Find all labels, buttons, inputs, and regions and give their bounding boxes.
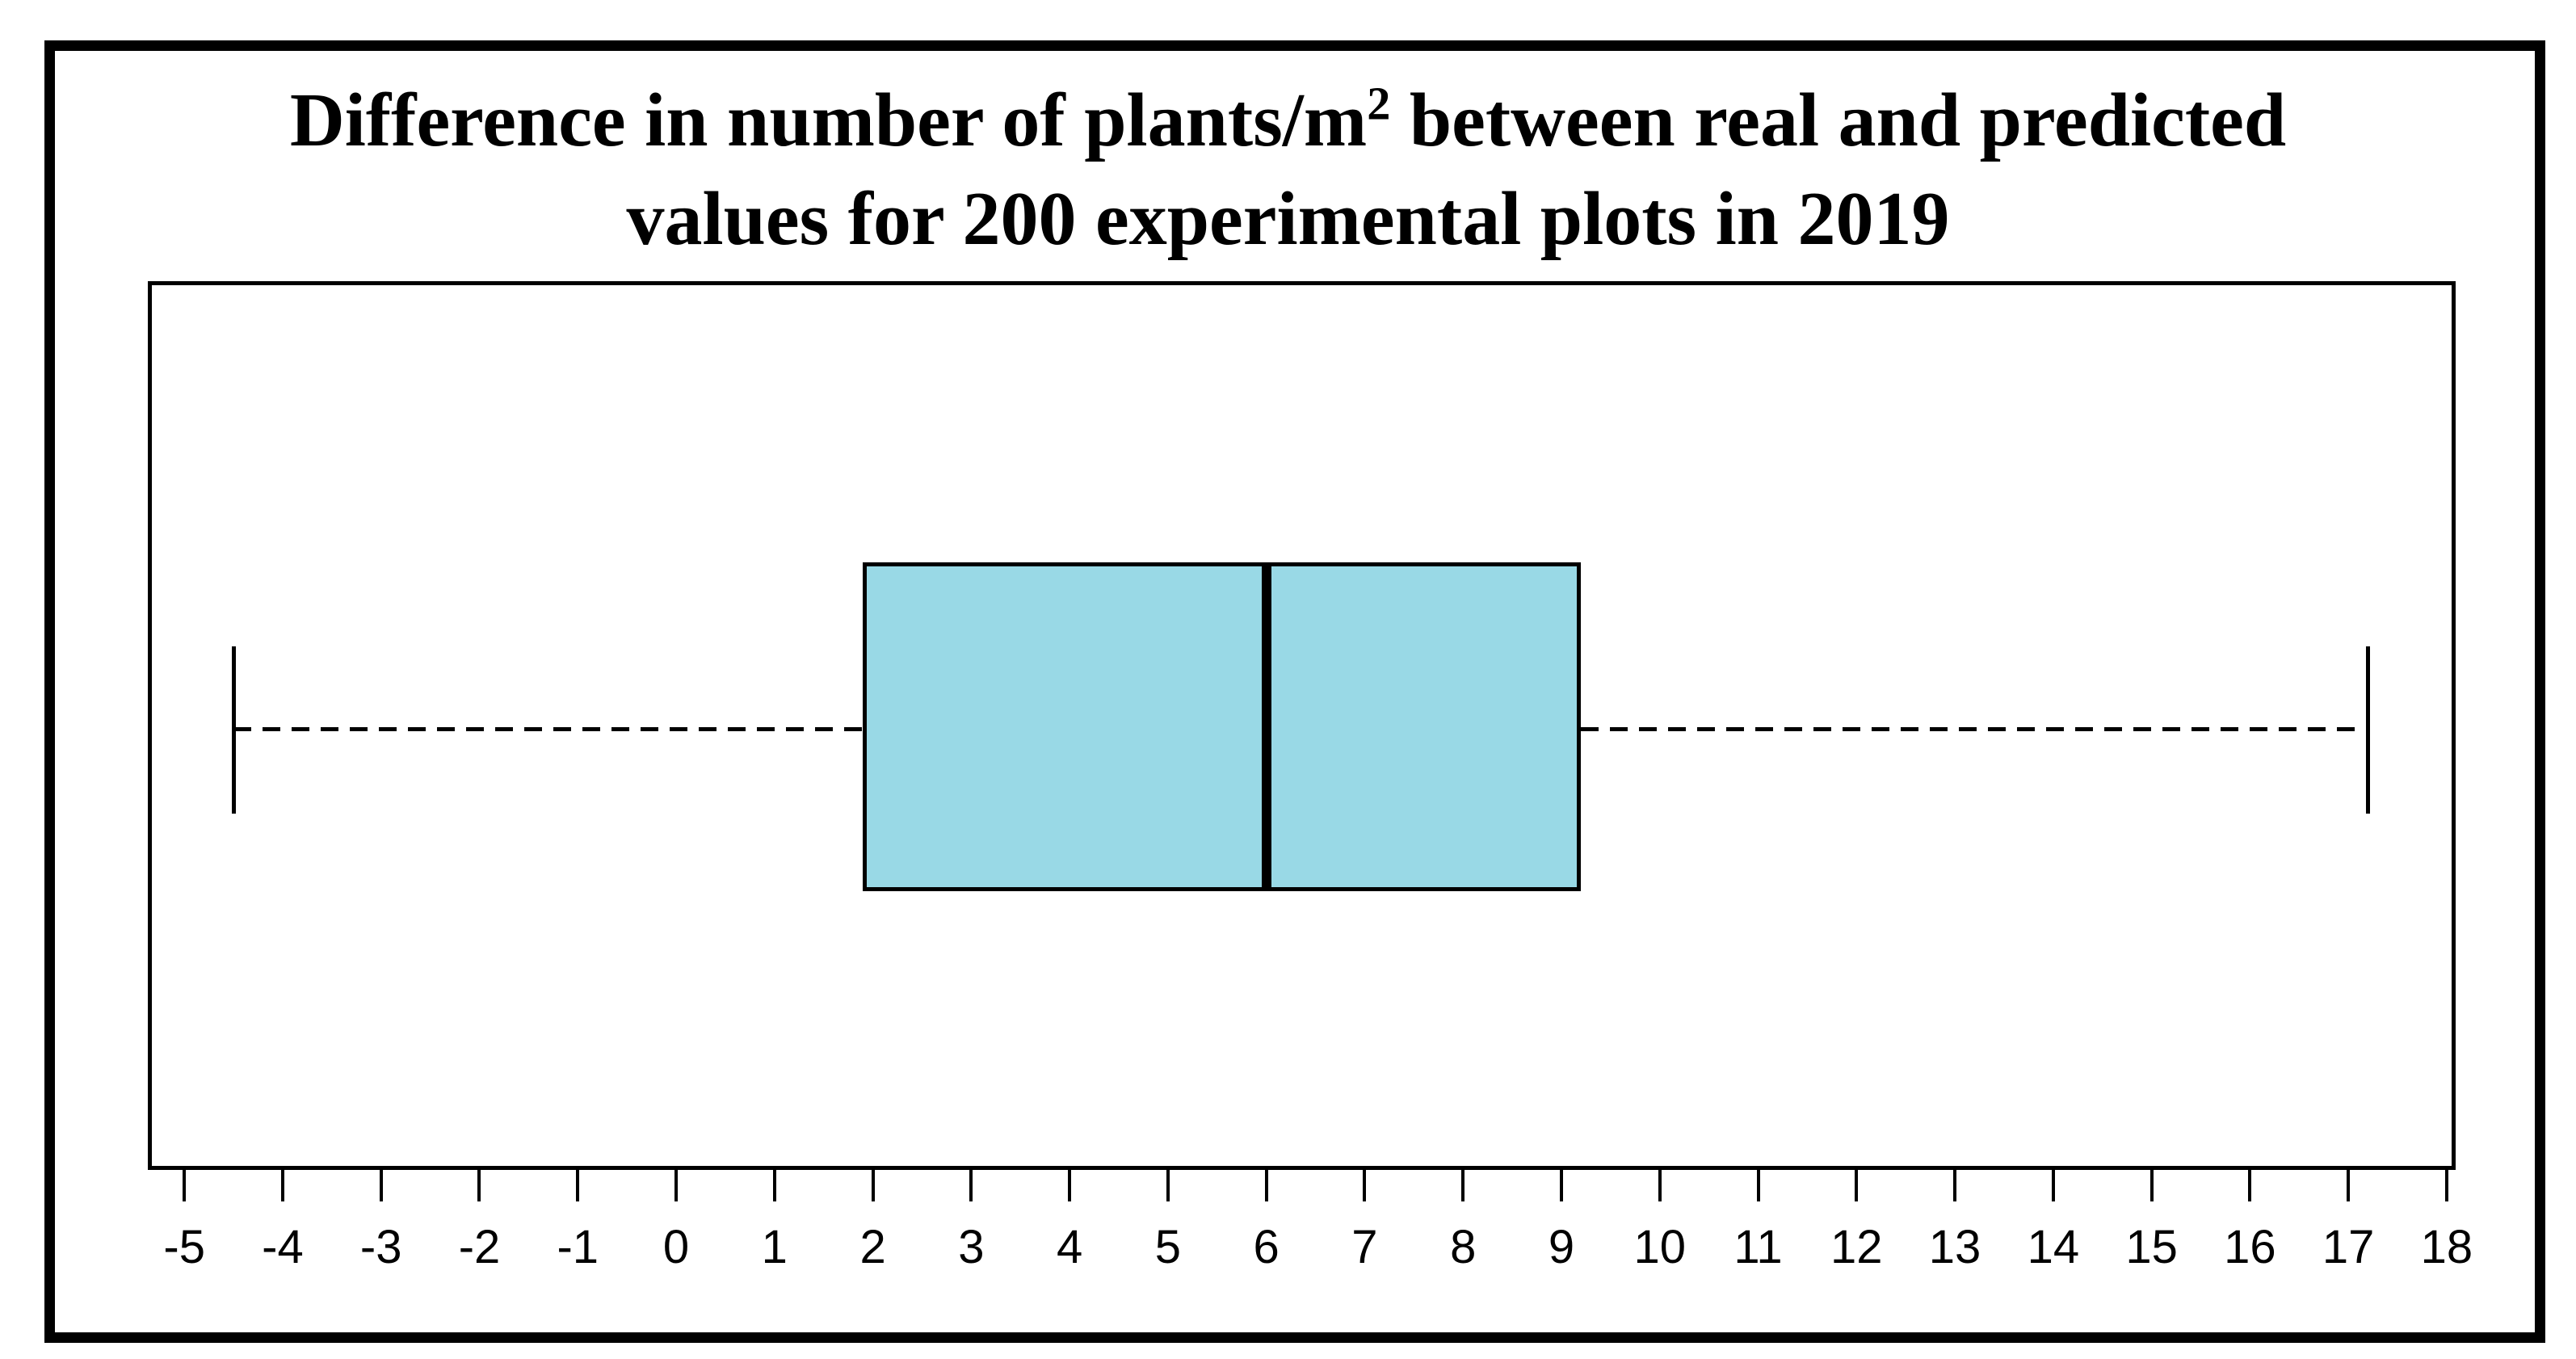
x-axis-tick bbox=[2248, 1166, 2252, 1201]
x-axis-tick-label: 8 bbox=[1450, 1221, 1477, 1273]
x-axis-tick bbox=[1363, 1166, 1367, 1201]
x-axis-tick bbox=[1166, 1166, 1170, 1201]
x-axis-tick-label: -1 bbox=[557, 1221, 599, 1273]
x-axis-tick bbox=[1559, 1166, 1563, 1201]
x-axis-tick-label: 12 bbox=[1830, 1221, 1883, 1273]
chart-title-superscript: 2 bbox=[1367, 77, 1391, 130]
x-axis-tick-label: 2 bbox=[859, 1221, 886, 1273]
whisker-line-left bbox=[233, 727, 864, 732]
x-axis-tick bbox=[1658, 1166, 1662, 1201]
x-axis-tick bbox=[2149, 1166, 2154, 1201]
x-axis-tick-label: 4 bbox=[1056, 1221, 1083, 1273]
median-line bbox=[1261, 562, 1271, 891]
x-axis-tick-label: -3 bbox=[359, 1221, 402, 1273]
x-axis-tick bbox=[183, 1166, 187, 1201]
x-axis-tick-label: -4 bbox=[262, 1221, 304, 1273]
x-axis-tick bbox=[1461, 1166, 1465, 1201]
x-axis-tick-label: 1 bbox=[761, 1221, 788, 1273]
x-axis-tick-label: 14 bbox=[2027, 1221, 2080, 1273]
x-axis-tick bbox=[2347, 1166, 2351, 1201]
x-axis-tick bbox=[477, 1166, 481, 1201]
x-axis-tick-label: 13 bbox=[1928, 1221, 1981, 1273]
x-axis-tick-label: 3 bbox=[958, 1221, 985, 1273]
x-axis-tick-label: 17 bbox=[2322, 1221, 2375, 1273]
chart-title: Difference in number of plants/m2 betwee… bbox=[0, 71, 2576, 268]
plot-area: -5 -4 -3 -2 -1 0 1 2 3 4 5 6 7 8 9 10 11 12 13 14 15 16 17 18 bbox=[148, 281, 2473, 1271]
x-axis-tick bbox=[2444, 1166, 2448, 1201]
whisker-line-right bbox=[1581, 727, 2368, 732]
x-axis-tick-label: 6 bbox=[1253, 1221, 1280, 1273]
chart-title-line2: values for 200 experimental plots in 201… bbox=[626, 177, 1950, 261]
x-axis-tick bbox=[1264, 1166, 1268, 1201]
x-axis-tick bbox=[2051, 1166, 2055, 1201]
chart-title-line1-text: Difference in number of plants/m bbox=[289, 78, 1368, 162]
whisker-cap-high bbox=[2366, 646, 2371, 814]
x-axis-tick bbox=[280, 1166, 284, 1201]
chart-title-line1-rest: between real and predicted bbox=[1390, 78, 2287, 162]
x-axis-tick bbox=[1953, 1166, 1957, 1201]
x-axis-tick-label: 9 bbox=[1548, 1221, 1575, 1273]
x-axis-tick-label: 5 bbox=[1154, 1221, 1182, 1273]
x-axis-tick bbox=[1068, 1166, 1072, 1201]
x-axis-tick bbox=[1756, 1166, 1760, 1201]
whisker-cap-low bbox=[232, 646, 237, 814]
x-axis: -5 -4 -3 -2 -1 0 1 2 3 4 5 6 7 8 9 10 11 12 13 14 15 16 17 18 bbox=[152, 285, 2473, 1271]
x-axis-tick-label: 16 bbox=[2224, 1221, 2276, 1273]
x-axis-tick bbox=[576, 1166, 580, 1201]
x-axis-tick-label: 15 bbox=[2125, 1221, 2178, 1273]
x-axis-tick bbox=[871, 1166, 875, 1201]
chart-title-line1: Difference in number of plants/m2 betwee… bbox=[0, 71, 2576, 170]
x-axis-tick-label: 0 bbox=[662, 1221, 690, 1273]
x-axis-tick-label: -2 bbox=[458, 1221, 501, 1273]
iqr-box bbox=[863, 562, 1582, 891]
x-axis-tick-label: 11 bbox=[1733, 1221, 1783, 1273]
x-axis-tick bbox=[379, 1166, 383, 1201]
x-axis-tick bbox=[772, 1166, 776, 1201]
x-axis-tick-label: 10 bbox=[1633, 1221, 1686, 1273]
x-axis-tick-label: 18 bbox=[2420, 1221, 2473, 1273]
x-axis-tick-label: 7 bbox=[1351, 1221, 1378, 1273]
x-axis-tick bbox=[674, 1166, 679, 1201]
boxplot-layer bbox=[152, 285, 2452, 1166]
x-axis-tick bbox=[969, 1166, 973, 1201]
x-axis-tick-label: -5 bbox=[163, 1221, 205, 1273]
x-axis-tick bbox=[1855, 1166, 1859, 1201]
